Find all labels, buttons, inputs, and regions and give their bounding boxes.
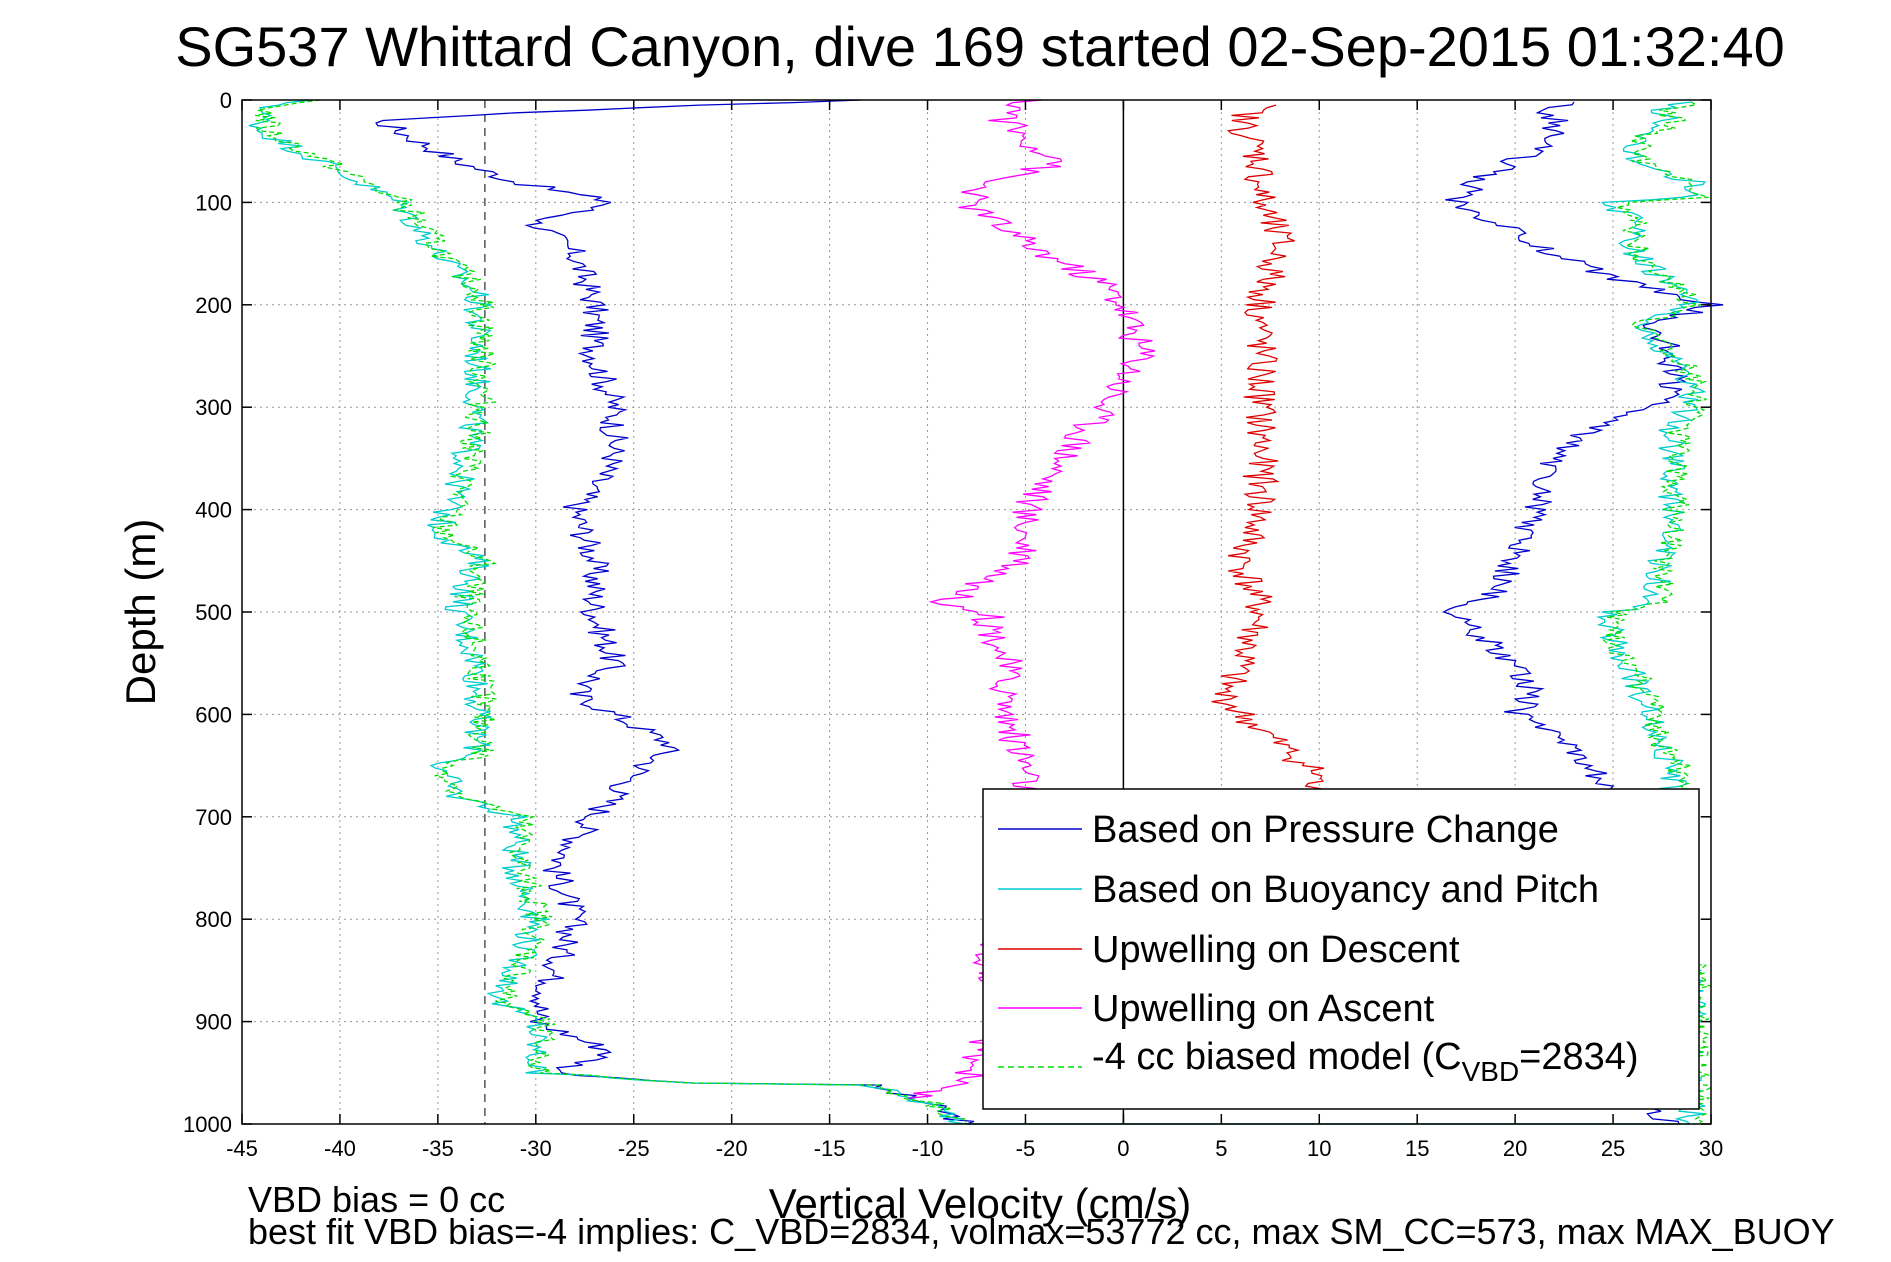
x-tick-label: 15 xyxy=(1405,1136,1429,1161)
y-tick-label: 400 xyxy=(195,498,232,523)
legend-label-descent: Upwelling on Descent xyxy=(1092,929,1460,971)
y-tick-label: 0 xyxy=(220,88,232,113)
legend-box xyxy=(982,788,1700,1110)
x-tick-label: -20 xyxy=(716,1136,748,1161)
x-tick-label: -30 xyxy=(520,1136,552,1161)
y-tick-label: 100 xyxy=(195,190,232,215)
x-tick-label: 5 xyxy=(1215,1136,1227,1161)
x-tick-label: -25 xyxy=(618,1136,650,1161)
footer-bias-line: VBD bias = 0 cc xyxy=(248,1179,505,1220)
y-tick-label: 300 xyxy=(195,395,232,420)
x-tick-label: -5 xyxy=(1016,1136,1036,1161)
x-tick-label: -40 xyxy=(324,1136,356,1161)
x-axis-label: Vertical Velocity (cm/s) xyxy=(769,1180,1191,1227)
x-tick-label: -45 xyxy=(226,1136,258,1161)
x-tick-label: 25 xyxy=(1601,1136,1625,1161)
legend-label-buoyancy: Based on Buoyancy and Pitch xyxy=(1092,869,1599,911)
y-axis-label: Depth (m) xyxy=(117,519,164,706)
footer-fit-line: best fit VBD bias=-4 implies: C_VBD=2834… xyxy=(248,1211,1835,1252)
legend-model-sub: VBD xyxy=(1462,1056,1520,1087)
legend-label-model: -4 cc biased model (CVBD=2834) xyxy=(1092,1036,1639,1087)
legend: Based on Pressure Change Based on Buoyan… xyxy=(982,788,1700,1110)
x-tick-label: -10 xyxy=(912,1136,944,1161)
y-tick-label: 800 xyxy=(195,907,232,932)
y-tick-label: 900 xyxy=(195,1010,232,1035)
legend-label-ascent: Upwelling on Ascent xyxy=(1092,988,1435,1030)
axis-ticks: -45 -40 -35 -30 -25 -20 -15 -10 -5 0 5 10 15 20 25 3001… xyxy=(183,88,1723,1161)
y-tick-label: 600 xyxy=(195,702,232,727)
x-tick-label: -35 xyxy=(422,1136,454,1161)
legend-model-pre: -4 cc biased model (C xyxy=(1092,1036,1462,1078)
x-tick-label: -15 xyxy=(814,1136,846,1161)
x-tick-label: 0 xyxy=(1117,1136,1129,1161)
x-tick-label: 30 xyxy=(1699,1136,1723,1161)
y-tick-label: 200 xyxy=(195,293,232,318)
y-tick-label: 700 xyxy=(195,805,232,830)
legend-label-pressure: Based on Pressure Change xyxy=(1092,809,1559,851)
y-tick-label: 500 xyxy=(195,600,232,625)
series-upwelling-descent xyxy=(1211,104,1325,797)
chart-title: SG537 Whittard Canyon, dive 169 started … xyxy=(175,15,1784,78)
x-tick-label: 10 xyxy=(1307,1136,1331,1161)
legend-model-post: =2834) xyxy=(1519,1036,1638,1078)
x-tick-label: 20 xyxy=(1503,1136,1527,1161)
y-tick-label: 1000 xyxy=(183,1112,232,1137)
